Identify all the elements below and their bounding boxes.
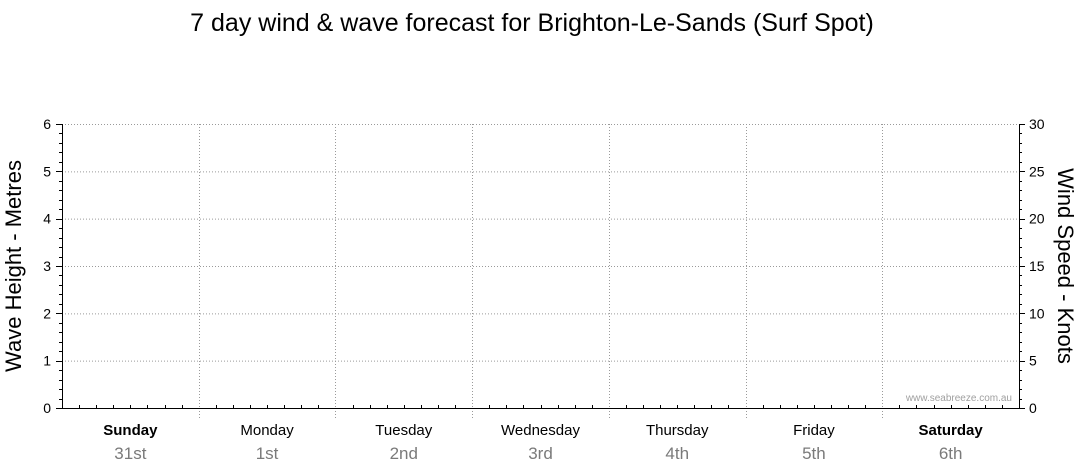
day-date-label: 5th — [802, 444, 826, 463]
day-name-label: Sunday — [103, 422, 158, 439]
day-date-label: 1st — [256, 444, 279, 463]
day-date-label: 3rd — [528, 444, 553, 463]
watermark: www.seabreeze.com.au — [905, 393, 1012, 404]
y-right-tick-label: 20 — [1029, 211, 1045, 227]
y-left-tick-label: 0 — [43, 400, 51, 416]
y-right-tick-label: 10 — [1029, 305, 1045, 321]
y-left-tick-label: 1 — [43, 353, 51, 369]
day-name-label: Thursday — [646, 422, 709, 439]
day-labels: Sunday 31st Monday 1st Tuesday 2nd Wednesday 3r… — [103, 422, 983, 463]
day-date-label: 6th — [939, 444, 963, 463]
day-name-label: Friday — [793, 422, 835, 439]
y-right-tick-label: 0 — [1029, 400, 1037, 416]
day-name-label: Saturday — [919, 422, 984, 439]
tick-labels: 0 1 2 3 4 5 6 0 5 10 15 20 25 30 — [43, 116, 1045, 416]
y-left-tick-label: 5 — [43, 163, 51, 179]
day-name-label: Wednesday — [501, 422, 580, 439]
y-left-tick-label: 2 — [43, 305, 51, 321]
y-left-tick-label: 6 — [43, 116, 51, 132]
day-name-label: Monday — [240, 422, 294, 439]
y-left-tick-label: 4 — [43, 211, 51, 227]
y-axis-right-label: Wind Speed - Knots — [1053, 168, 1078, 364]
day-date-label: 2nd — [390, 444, 418, 463]
day-date-label: 31st — [114, 444, 146, 463]
y-left-tick-label: 3 — [43, 258, 51, 274]
y-right-tick-label: 5 — [1029, 353, 1037, 369]
grid-lines — [62, 124, 1019, 418]
axes — [56, 124, 1025, 409]
day-date-label: 4th — [665, 444, 689, 463]
day-name-label: Tuesday — [375, 422, 432, 439]
y-axis-left-label: Wave Height - Metres — [1, 160, 26, 372]
y-right-tick-label: 15 — [1029, 258, 1045, 274]
y-right-tick-label: 25 — [1029, 163, 1045, 179]
y-right-tick-label: 30 — [1029, 116, 1045, 132]
chart-title: 7 day wind & wave forecast for Brighton-… — [190, 9, 874, 37]
